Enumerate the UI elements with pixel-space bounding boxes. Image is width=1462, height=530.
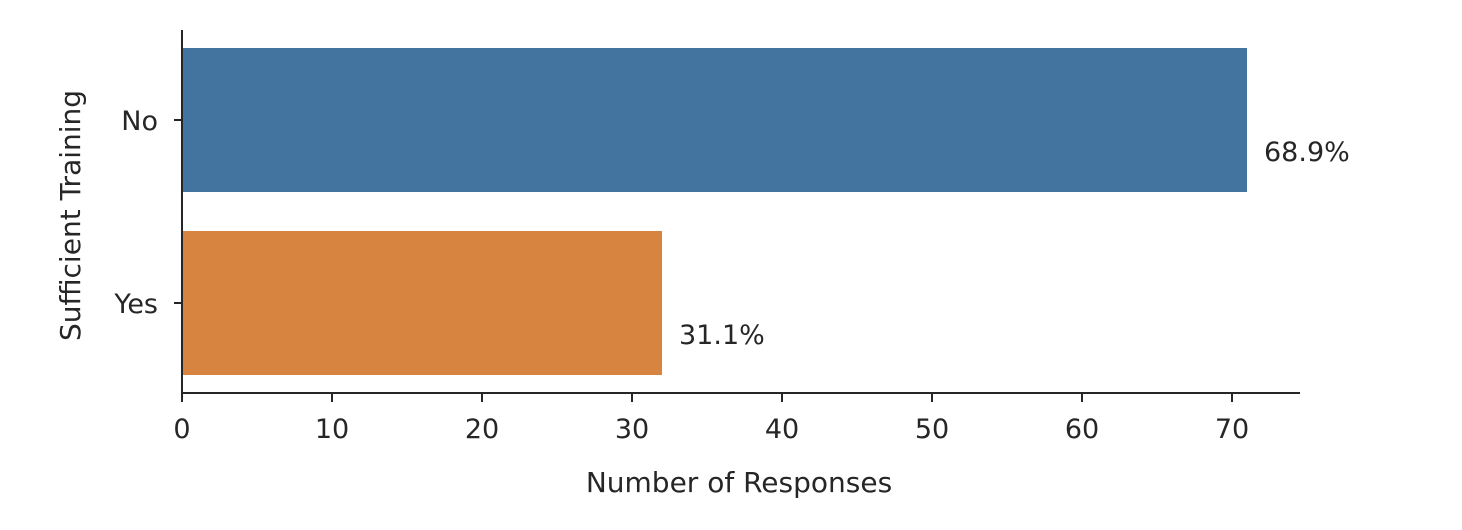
x-tick-label-60: 60 [1065,414,1099,445]
x-tick-label-20: 20 [465,414,499,445]
bars-group [182,48,1247,375]
x-tick-label-0: 0 [173,414,190,445]
y-tick-label-yes: Yes [113,289,158,320]
bar-no [182,48,1247,192]
bar-label-yes: 31.1% [679,320,765,351]
y-axis-title: Sufficient Training [54,90,87,341]
x-tick-label-70: 70 [1215,414,1249,445]
bar-labels-group: 68.9% 31.1% [679,137,1350,351]
x-tick-label-10: 10 [315,414,349,445]
bar-label-no: 68.9% [1264,137,1350,168]
bar-yes [182,231,662,375]
x-axis: 0 10 20 30 40 50 60 70 [173,393,1249,445]
x-tick-label-40: 40 [765,414,799,445]
x-tick-label-30: 30 [615,414,649,445]
y-axis: No Yes [113,106,182,320]
x-axis-title: Number of Responses [586,466,892,499]
x-tick-label-50: 50 [915,414,949,445]
y-tick-label-no: No [121,106,158,137]
